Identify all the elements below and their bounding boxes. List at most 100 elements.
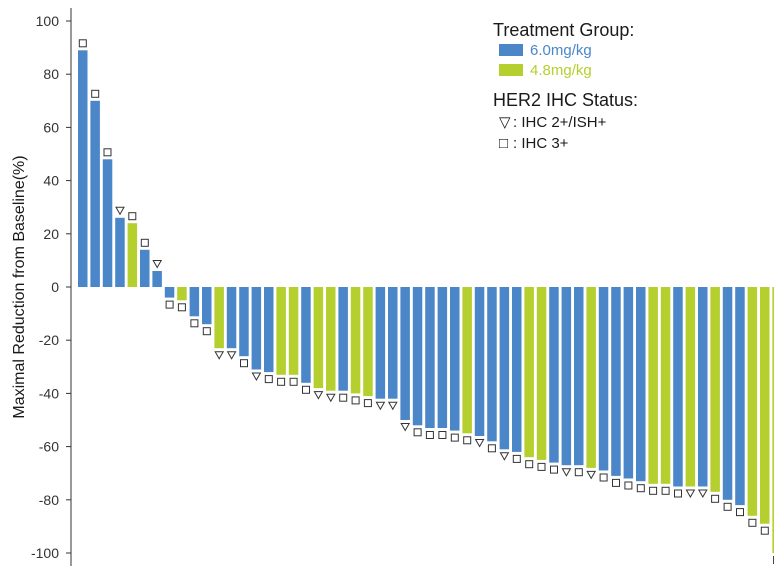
- bar: [747, 287, 758, 516]
- bar: [474, 287, 485, 436]
- bar: [561, 287, 572, 466]
- ihc2-triangle-marker: [685, 489, 696, 499]
- bar: [598, 287, 609, 471]
- bar: [450, 287, 460, 431]
- ihc3-square-marker: [525, 460, 534, 469]
- legend-label-ihc2: : IHC 2+/ISH+: [513, 114, 607, 131]
- bar: [735, 287, 745, 506]
- ihc2-triangle-marker: [375, 401, 386, 411]
- y-ticks: 100 80 60 40 20 0 -20 -40 -60 -80 -100: [31, 13, 71, 561]
- bar: [487, 287, 497, 442]
- ihc3-square-marker: [624, 481, 633, 490]
- bar: [549, 287, 559, 463]
- y-tick-label: -20: [39, 332, 59, 348]
- bar: [226, 287, 237, 349]
- ihc2-triangle-marker: [499, 452, 510, 461]
- bar: [288, 287, 299, 375]
- ihc3-square-marker: [748, 518, 757, 527]
- bar: [611, 287, 621, 476]
- ihc3-square-marker: [351, 396, 360, 405]
- legend-swatch-4-8mgkg: [499, 64, 523, 76]
- legend-swatch-6mgkg: [499, 44, 523, 56]
- ihc3-square-marker: [177, 303, 186, 312]
- ihc3-square-marker: [289, 377, 298, 386]
- bar: [350, 287, 361, 394]
- bar: [499, 287, 510, 450]
- ihc2-triangle-marker: [226, 351, 237, 360]
- ihc3-square-marker: [339, 393, 348, 402]
- bar: [214, 287, 224, 349]
- ihc3-square-marker: [711, 494, 720, 503]
- ihc3-square-marker: [649, 486, 658, 495]
- ihc3-square-marker: [425, 431, 434, 439]
- bars: [78, 50, 774, 553]
- ihc3-square-marker: [512, 454, 521, 463]
- bar: [127, 223, 138, 287]
- bar: [586, 287, 596, 468]
- ihc3-square-marker: [612, 478, 620, 487]
- bar: [189, 287, 200, 317]
- bar: [78, 50, 88, 287]
- ihc3-square-marker: [487, 444, 496, 453]
- bar: [152, 271, 162, 287]
- bar: [437, 287, 448, 428]
- bar: [536, 287, 547, 460]
- y-tick-label: -80: [39, 492, 59, 508]
- y-tick-label: -40: [39, 385, 59, 401]
- bar: [512, 287, 522, 452]
- bar: [313, 287, 324, 389]
- ihc2-triangle-marker: [697, 489, 708, 499]
- bar: [400, 287, 410, 420]
- bar: [722, 287, 733, 500]
- ihc3-square-marker: [537, 462, 546, 471]
- bar: [164, 287, 175, 298]
- legend-label-ihc3: : IHC 3+: [513, 135, 569, 152]
- ihc2-triangle-marker: [313, 391, 324, 400]
- y-tick-label: 0: [51, 279, 59, 295]
- legend-treatment-title: Treatment Group:: [493, 20, 634, 40]
- ihc2-triangle-marker: [586, 470, 597, 480]
- bar: [673, 287, 683, 487]
- legend-label-6mgkg: 6.0mg/kg: [530, 42, 592, 59]
- bar: [462, 287, 472, 434]
- ihc2-triangle-marker: [561, 468, 572, 477]
- y-tick-label: 40: [43, 173, 59, 189]
- ihc2-triangle-marker: [474, 439, 485, 448]
- ihc3-square-marker: [264, 375, 273, 384]
- bar: [388, 287, 398, 399]
- ihc2-triangle-marker: [325, 393, 336, 403]
- ihc3-square-marker: [760, 526, 769, 535]
- bar: [648, 287, 658, 484]
- ihc3-square-marker: [202, 327, 211, 336]
- bar: [710, 287, 720, 492]
- bar: [685, 287, 696, 487]
- bar: [115, 217, 125, 287]
- bar: [375, 287, 386, 399]
- ihc3-square-marker: [190, 319, 199, 328]
- bar: [623, 287, 634, 479]
- legend: Treatment Group: 6.0mg/kg 4.8mg/kg HER2 …: [493, 20, 638, 152]
- ihc3-square-marker: [78, 39, 87, 48]
- bar: [660, 287, 671, 484]
- legend-triangle-icon: ▽: [499, 114, 511, 131]
- ihc3-square-marker: [574, 468, 583, 477]
- ihc3-square-marker: [463, 436, 472, 445]
- bar: [90, 100, 100, 287]
- ihc3-square-marker: [277, 377, 286, 386]
- legend-label-4-8mgkg: 4.8mg/kg: [530, 62, 592, 79]
- bar: [338, 287, 348, 391]
- ihc3-square-marker: [140, 238, 149, 247]
- legend-square-icon: □: [499, 135, 508, 152]
- bar: [177, 287, 187, 301]
- ihc3-square-marker: [91, 89, 100, 98]
- ihc3-square-marker: [103, 148, 112, 157]
- bar: [102, 159, 113, 287]
- bar: [202, 287, 212, 325]
- bar: [698, 287, 708, 487]
- y-tick-label: 100: [36, 13, 60, 29]
- ihc2-triangle-marker: [115, 206, 125, 216]
- ihc3-square-marker: [363, 399, 372, 408]
- ihc3-square-marker: [438, 431, 447, 439]
- ihc2-triangle-marker: [251, 372, 262, 382]
